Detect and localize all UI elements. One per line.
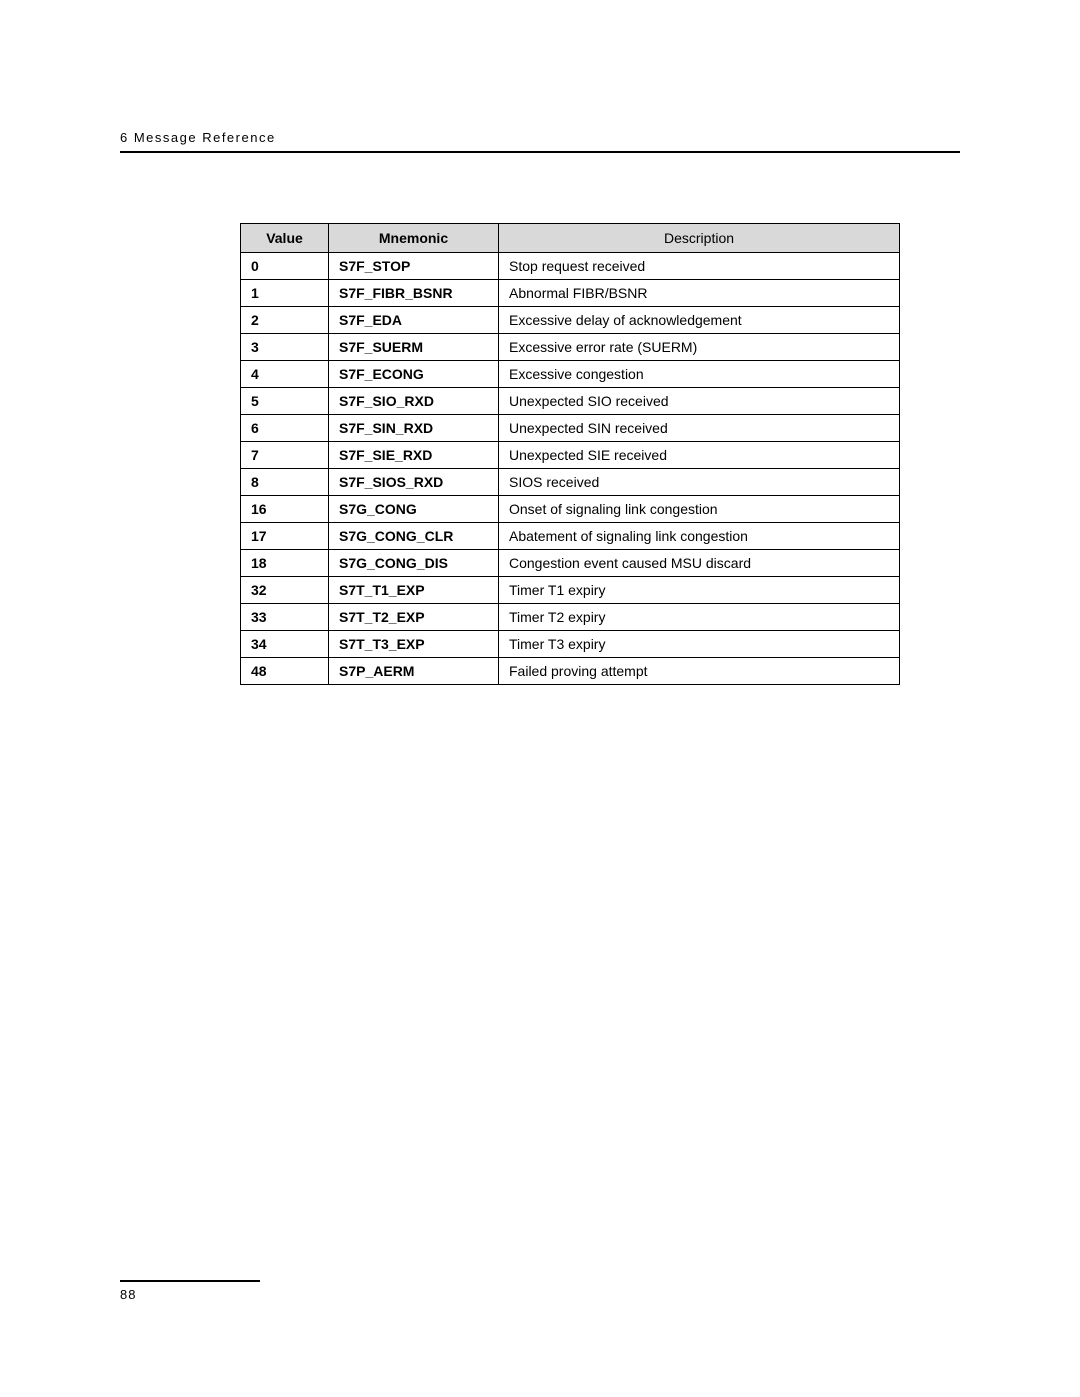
cell-description: Timer T1 expiry bbox=[499, 577, 900, 604]
cell-mnemonic: S7T_T2_EXP bbox=[329, 604, 499, 631]
cell-value: 7 bbox=[241, 442, 329, 469]
page-footer: 88 bbox=[120, 1280, 960, 1302]
cell-mnemonic: S7F_SIOS_RXD bbox=[329, 469, 499, 496]
cell-mnemonic: S7G_CONG bbox=[329, 496, 499, 523]
table-row: 48S7P_AERMFailed proving attempt bbox=[241, 658, 900, 685]
section-label: 6 Message Reference bbox=[120, 130, 960, 145]
footer-rule bbox=[120, 1280, 260, 1282]
table-row: 3S7F_SUERMExcessive error rate (SUERM) bbox=[241, 334, 900, 361]
cell-value: 4 bbox=[241, 361, 329, 388]
table-row: 16S7G_CONGOnset of signaling link conges… bbox=[241, 496, 900, 523]
cell-description: Stop request received bbox=[499, 253, 900, 280]
cell-mnemonic: S7T_T3_EXP bbox=[329, 631, 499, 658]
table-row: 17S7G_CONG_CLRAbatement of signaling lin… bbox=[241, 523, 900, 550]
cell-description: Onset of signaling link congestion bbox=[499, 496, 900, 523]
page-content: 6 Message Reference Value Mnemonic Descr… bbox=[0, 0, 1080, 745]
cell-value: 1 bbox=[241, 280, 329, 307]
table-row: 8S7F_SIOS_RXDSIOS received bbox=[241, 469, 900, 496]
cell-mnemonic: S7P_AERM bbox=[329, 658, 499, 685]
cell-mnemonic: S7T_T1_EXP bbox=[329, 577, 499, 604]
cell-mnemonic: S7F_EDA bbox=[329, 307, 499, 334]
cell-mnemonic: S7F_STOP bbox=[329, 253, 499, 280]
table-row: 2S7F_EDAExcessive delay of acknowledgeme… bbox=[241, 307, 900, 334]
message-reference-table: Value Mnemonic Description 0S7F_STOPStop… bbox=[240, 223, 900, 685]
column-header-mnemonic: Mnemonic bbox=[329, 224, 499, 253]
cell-value: 8 bbox=[241, 469, 329, 496]
table-row: 4S7F_ECONGExcessive congestion bbox=[241, 361, 900, 388]
table-row: 32S7T_T1_EXPTimer T1 expiry bbox=[241, 577, 900, 604]
cell-description: Timer T2 expiry bbox=[499, 604, 900, 631]
cell-description: SIOS received bbox=[499, 469, 900, 496]
cell-mnemonic: S7F_SUERM bbox=[329, 334, 499, 361]
cell-value: 2 bbox=[241, 307, 329, 334]
cell-mnemonic: S7F_SIN_RXD bbox=[329, 415, 499, 442]
cell-value: 32 bbox=[241, 577, 329, 604]
cell-mnemonic: S7F_SIO_RXD bbox=[329, 388, 499, 415]
cell-description: Excessive error rate (SUERM) bbox=[499, 334, 900, 361]
cell-description: Abatement of signaling link congestion bbox=[499, 523, 900, 550]
header-rule bbox=[120, 151, 960, 153]
table-container: Value Mnemonic Description 0S7F_STOPStop… bbox=[240, 223, 900, 685]
table-row: 7S7F_SIE_RXDUnexpected SIE received bbox=[241, 442, 900, 469]
cell-value: 6 bbox=[241, 415, 329, 442]
table-row: 33S7T_T2_EXPTimer T2 expiry bbox=[241, 604, 900, 631]
column-header-value: Value bbox=[241, 224, 329, 253]
cell-description: Excessive congestion bbox=[499, 361, 900, 388]
cell-mnemonic: S7F_FIBR_BSNR bbox=[329, 280, 499, 307]
table-row: 5S7F_SIO_RXDUnexpected SIO received bbox=[241, 388, 900, 415]
cell-value: 34 bbox=[241, 631, 329, 658]
table-head: Value Mnemonic Description bbox=[241, 224, 900, 253]
cell-value: 17 bbox=[241, 523, 329, 550]
cell-description: Unexpected SIN received bbox=[499, 415, 900, 442]
cell-value: 3 bbox=[241, 334, 329, 361]
cell-mnemonic: S7G_CONG_CLR bbox=[329, 523, 499, 550]
cell-description: Timer T3 expiry bbox=[499, 631, 900, 658]
cell-description: Congestion event caused MSU discard bbox=[499, 550, 900, 577]
cell-value: 48 bbox=[241, 658, 329, 685]
table-row: 34S7T_T3_EXPTimer T3 expiry bbox=[241, 631, 900, 658]
cell-description: Unexpected SIE received bbox=[499, 442, 900, 469]
cell-value: 33 bbox=[241, 604, 329, 631]
cell-description: Unexpected SIO received bbox=[499, 388, 900, 415]
cell-description: Failed proving attempt bbox=[499, 658, 900, 685]
table-row: 18S7G_CONG_DISCongestion event caused MS… bbox=[241, 550, 900, 577]
table-row: 1S7F_FIBR_BSNRAbnormal FIBR/BSNR bbox=[241, 280, 900, 307]
column-header-description: Description bbox=[499, 224, 900, 253]
table-body: 0S7F_STOPStop request received1S7F_FIBR_… bbox=[241, 253, 900, 685]
cell-value: 16 bbox=[241, 496, 329, 523]
page-number: 88 bbox=[120, 1287, 960, 1302]
cell-value: 0 bbox=[241, 253, 329, 280]
cell-mnemonic: S7G_CONG_DIS bbox=[329, 550, 499, 577]
table-header-row: Value Mnemonic Description bbox=[241, 224, 900, 253]
table-row: 6S7F_SIN_RXDUnexpected SIN received bbox=[241, 415, 900, 442]
cell-value: 18 bbox=[241, 550, 329, 577]
cell-value: 5 bbox=[241, 388, 329, 415]
cell-mnemonic: S7F_ECONG bbox=[329, 361, 499, 388]
cell-description: Excessive delay of acknowledgement bbox=[499, 307, 900, 334]
table-row: 0S7F_STOPStop request received bbox=[241, 253, 900, 280]
page-header: 6 Message Reference bbox=[120, 130, 960, 153]
cell-description: Abnormal FIBR/BSNR bbox=[499, 280, 900, 307]
cell-mnemonic: S7F_SIE_RXD bbox=[329, 442, 499, 469]
